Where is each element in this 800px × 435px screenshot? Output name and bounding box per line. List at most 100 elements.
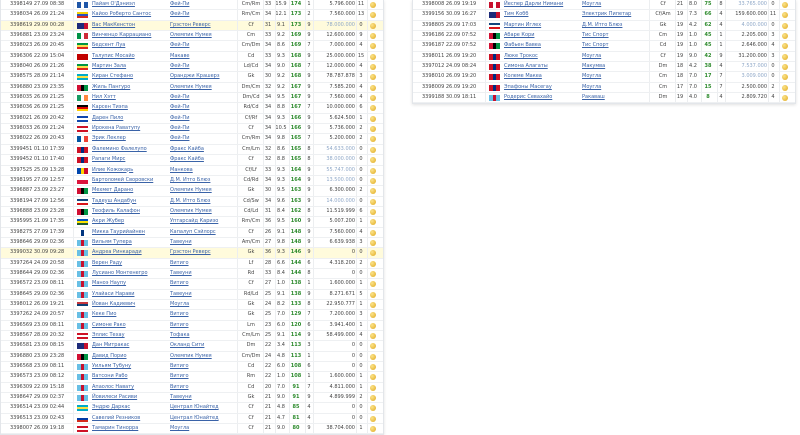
player-name-link[interactable]: Кеке Пио (92, 311, 117, 318)
club-link[interactable]: Олемпик Нумея (170, 207, 212, 214)
player-name-link[interactable]: Абаре Кори (504, 32, 535, 39)
coin-bid-icon[interactable] (370, 167, 376, 174)
coin-bid-icon[interactable] (370, 74, 376, 81)
player-name-link[interactable]: Акри Жубер (92, 218, 125, 225)
coin-bid-icon[interactable] (370, 405, 376, 412)
coin-bid-icon[interactable] (370, 395, 376, 402)
player-name-link[interactable]: Кайоо Роберто Сантос (92, 11, 152, 18)
coin-bid-icon[interactable] (370, 333, 376, 339)
player-name-link[interactable]: Талупис Мосайо (92, 52, 135, 59)
coin-bid-icon[interactable] (370, 239, 376, 246)
club-link[interactable]: Витиго (170, 311, 189, 318)
player-name-link[interactable]: Теофиль Калафон (92, 207, 140, 214)
coin-bid-icon[interactable] (370, 250, 376, 257)
club-link[interactable]: Витиго (170, 373, 189, 380)
player-name-link[interactable]: Бартоломей Своровски (92, 176, 154, 183)
player-name-link[interactable]: Ирокена Раватупу (92, 125, 141, 132)
club-link[interactable]: Моугла (582, 52, 602, 59)
player-name-link[interactable]: Вильям Тупера (92, 238, 132, 245)
coin-bid-icon[interactable] (370, 2, 376, 8)
club-link[interactable]: Фей-Пи (170, 11, 190, 18)
player-name-link[interactable]: Фабьен Вавеа (504, 42, 541, 49)
club-link[interactable]: Тавеуни (170, 238, 192, 245)
player-name-link[interactable]: Пайам О'Дэниэл (92, 1, 135, 7)
player-name-link[interactable]: Андреа Ринкаради (92, 249, 142, 256)
coin-bid-icon[interactable] (370, 374, 376, 381)
coin-bid-icon[interactable] (370, 219, 376, 226)
player-name-link[interactable]: Киран Стефано (92, 73, 134, 80)
player-name-link[interactable]: Карсен Тиэпа (92, 104, 128, 111)
club-link[interactable]: Манкова (170, 166, 193, 173)
coin-bid-icon[interactable] (782, 22, 788, 29)
coin-bid-icon[interactable] (370, 177, 376, 184)
club-link[interactable]: Д.М. Итго Блюз (170, 197, 211, 204)
club-link[interactable]: Д.М. Итго Блюз (170, 176, 211, 183)
player-name-link[interactable]: Эллис Техау (92, 332, 125, 338)
coin-bid-icon[interactable] (370, 53, 376, 60)
club-link[interactable]: Тавеуни (170, 290, 192, 297)
coin-bid-icon[interactable] (370, 384, 376, 391)
club-link[interactable]: Витиго (170, 363, 189, 370)
club-link[interactable]: Моугла (170, 425, 190, 432)
coin-bid-icon[interactable] (782, 95, 788, 102)
club-link[interactable]: Тис Спорт (582, 32, 609, 39)
player-name-link[interactable]: Уильям Тубуну (92, 363, 132, 370)
club-link[interactable]: Электрик Пипетар (582, 11, 632, 18)
player-name-link[interactable]: Колеме Макеа (504, 73, 542, 80)
coin-bid-icon[interactable] (370, 270, 376, 277)
player-name-link[interactable]: Йован Кадиевич (92, 300, 136, 307)
player-name-link[interactable]: Савелий Резников (92, 414, 141, 421)
club-link[interactable]: Олемпик Нумея (170, 32, 212, 39)
club-link[interactable]: Оранджи Крашерз (170, 73, 220, 80)
player-name-link[interactable]: Рапаги Мирс (92, 156, 126, 163)
coin-bid-icon[interactable] (370, 12, 376, 19)
club-link[interactable]: Фей-Пи (170, 1, 190, 7)
player-name-link[interactable]: Фалемино Фалелупо (92, 145, 147, 152)
club-link[interactable]: Д.М. Итго Блюз (582, 21, 623, 28)
coin-bid-icon[interactable] (370, 353, 376, 360)
player-name-link[interactable]: Родерис Севахайо (504, 94, 553, 101)
club-link[interactable]: Макумва (582, 63, 606, 70)
club-link[interactable]: Тис Спорт (582, 42, 609, 49)
coin-bid-icon[interactable] (370, 415, 376, 422)
club-link[interactable]: Витиго (170, 280, 189, 287)
player-name-link[interactable]: Эндрю Даркас (92, 404, 131, 411)
coin-bid-icon[interactable] (370, 146, 376, 153)
coin-bid-icon[interactable] (370, 43, 376, 50)
coin-bid-icon[interactable] (370, 364, 376, 371)
coin-bid-icon[interactable] (370, 229, 376, 236)
coin-bid-icon[interactable] (782, 64, 788, 71)
club-link[interactable]: Централ Юнайтед (170, 414, 219, 421)
club-link[interactable]: Уптарсайд Каризо (170, 218, 219, 225)
player-name-link[interactable]: Микка Таурийайнен (92, 228, 145, 235)
coin-bid-icon[interactable] (370, 343, 376, 350)
club-link[interactable]: Тавеуни (170, 269, 192, 276)
club-link[interactable]: Грэстон Реверс (170, 21, 211, 28)
club-link[interactable]: Олемпик Нумея (170, 352, 212, 359)
coin-bid-icon[interactable] (370, 157, 376, 164)
player-name-link[interactable]: Винченцо Каррациано (92, 32, 152, 39)
club-link[interactable]: Окланд Сити (170, 342, 205, 349)
player-name-link[interactable]: Тамарин Тинорра (92, 425, 139, 432)
club-link[interactable]: Олемпик Нумея (170, 187, 212, 194)
player-name-link[interactable]: Мехмет Дарано (92, 187, 134, 194)
coin-bid-icon[interactable] (782, 74, 788, 81)
player-name-link[interactable]: Маноэ Наупу (92, 280, 127, 287)
club-link[interactable]: Ракаваш (582, 94, 605, 101)
coin-bid-icon[interactable] (370, 281, 376, 288)
coin-bid-icon[interactable] (370, 188, 376, 195)
coin-bid-icon[interactable] (370, 426, 376, 433)
player-name-link[interactable]: Мартин Зала (92, 63, 127, 70)
club-link[interactable]: Витиго (170, 383, 189, 390)
coin-bid-icon[interactable] (370, 322, 376, 329)
club-link[interactable]: Тофака (170, 332, 190, 338)
player-name-link[interactable]: Йеспер Дарли Нимани (504, 1, 564, 7)
player-name-link[interactable]: Йовилеси Расиви (92, 394, 138, 401)
coin-bid-icon[interactable] (782, 12, 788, 19)
club-link[interactable]: Капалуп Сэйлорс (170, 228, 216, 235)
club-link[interactable]: Фракс Кайба (170, 156, 204, 163)
player-name-link[interactable]: Тим Кобб (504, 11, 529, 18)
club-link[interactable]: Моугла (582, 73, 602, 80)
club-link[interactable]: Моугла (582, 83, 602, 90)
club-link[interactable]: Фей-Пи (170, 94, 190, 101)
